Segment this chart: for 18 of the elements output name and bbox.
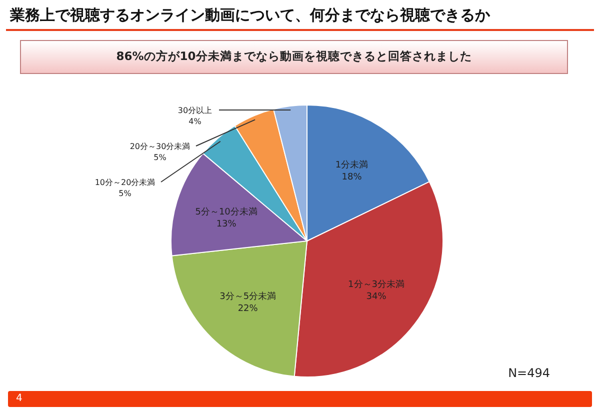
data-label: 34%: [366, 292, 387, 302]
slice-label: 10分～20分未満: [94, 178, 156, 187]
slice-label: 20分～30分未満: [130, 142, 190, 151]
chart-title: 業務上で視聴するオンライン動画について、何分までなら視聴できるか: [10, 6, 490, 25]
text: 4: [16, 393, 22, 404]
slice-label: 30分以上: [178, 106, 212, 115]
slice-label: 1分未満: [335, 160, 368, 171]
slice-label: 5分～10分未満: [195, 206, 258, 218]
data-label: 5%: [154, 153, 167, 162]
data-label: 18%: [342, 172, 362, 183]
data-label: 4%: [188, 117, 202, 126]
chart-subtitle: 86%の方が10分未満までなら動画を視聴できると回答されました: [115, 49, 473, 64]
data-label: 22%: [238, 304, 258, 314]
slice-label: 3分～5分未満: [220, 291, 276, 302]
text: N=494: [508, 366, 550, 380]
data-label: 13%: [216, 219, 237, 230]
data-label: 5%: [118, 189, 132, 198]
slice-label: 1分～3分未満: [348, 279, 405, 290]
